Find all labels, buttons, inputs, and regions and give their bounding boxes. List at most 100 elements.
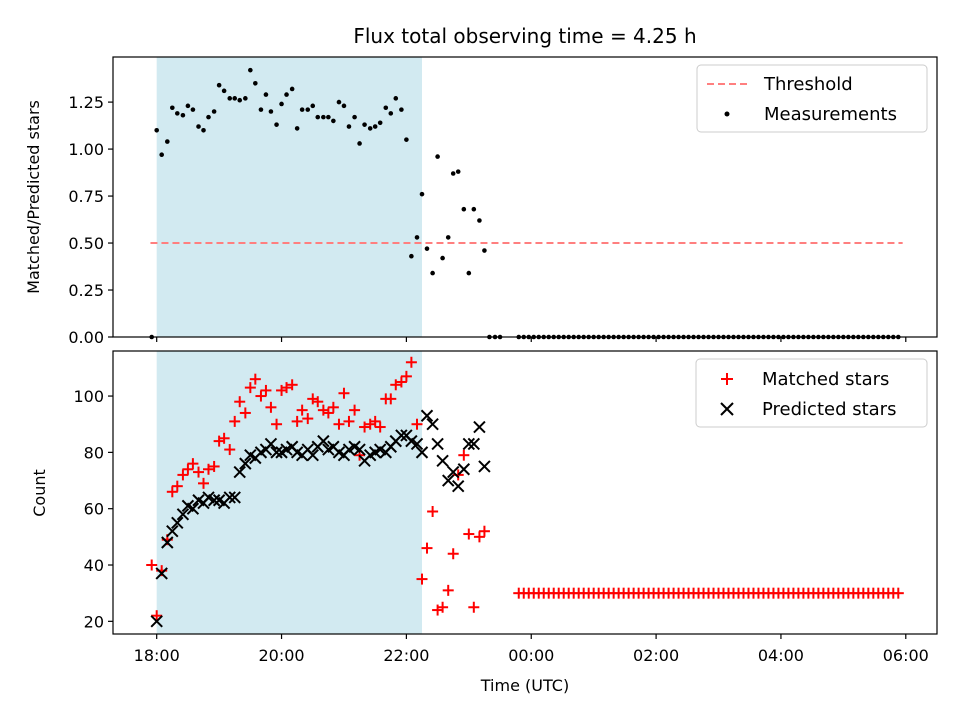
matched-point bbox=[369, 415, 381, 427]
matched-point bbox=[239, 407, 251, 419]
bottom-legend: Matched stars Predicted stars bbox=[695, 358, 928, 428]
measurement-point bbox=[399, 107, 404, 112]
matched-point bbox=[151, 610, 163, 622]
measurement-point bbox=[440, 255, 445, 261]
predicted-point bbox=[426, 418, 439, 431]
measurement-point bbox=[393, 96, 399, 101]
x-tick-label: 20:00 bbox=[258, 646, 304, 665]
measurement-point bbox=[466, 270, 472, 276]
matched-point bbox=[322, 407, 334, 419]
measurement-point bbox=[154, 127, 159, 133]
measurement-point bbox=[221, 88, 227, 94]
measurement-point bbox=[185, 103, 191, 109]
top-legend: Threshold Measurements bbox=[696, 64, 928, 133]
predicted-point bbox=[264, 437, 278, 451]
measurement-point bbox=[206, 114, 211, 120]
matched-point bbox=[260, 384, 272, 396]
y-tick-label: 20 bbox=[84, 612, 104, 631]
matched-point bbox=[203, 463, 215, 475]
predicted-point bbox=[270, 446, 283, 459]
top-plot: 0.00 0.25 0.50 0.75 1.00 1.25 Matched/Predict… bbox=[24, 56, 938, 347]
measurement-point bbox=[196, 124, 201, 129]
measurement-point bbox=[216, 82, 222, 88]
measurement-point bbox=[341, 103, 347, 109]
matched-point bbox=[296, 404, 308, 416]
top-highlight-span bbox=[156, 57, 423, 337]
matched-point bbox=[333, 418, 345, 430]
bottom-x-axis: 18:00 20:00 22:00 00:00 02:00 04:00 06:00 bbox=[134, 634, 929, 665]
predicted-point bbox=[353, 443, 366, 456]
measurement-point bbox=[174, 111, 180, 116]
predicted-point bbox=[306, 448, 319, 462]
measurement-point bbox=[367, 126, 373, 131]
measurement-point bbox=[346, 124, 352, 129]
predicted-points bbox=[150, 409, 491, 628]
x-tick-label: 02:00 bbox=[633, 646, 679, 665]
measurement-point bbox=[180, 112, 186, 118]
predicted-point bbox=[317, 434, 330, 448]
measurement-point bbox=[159, 152, 164, 158]
legend-measurements-label: Measurements bbox=[764, 104, 897, 125]
measurement-point bbox=[336, 99, 342, 105]
matched-point bbox=[281, 382, 293, 394]
measurement-point bbox=[383, 105, 389, 111]
predicted-point bbox=[155, 567, 168, 580]
measurement-point bbox=[321, 114, 326, 120]
measurement-point bbox=[362, 122, 367, 127]
measurement-point bbox=[471, 206, 477, 212]
matched-point bbox=[312, 396, 324, 408]
legend-matched-swatch bbox=[721, 373, 733, 385]
predicted-point bbox=[462, 437, 476, 451]
predicted-point bbox=[161, 536, 174, 549]
matched-point bbox=[286, 379, 298, 391]
measurement-point bbox=[315, 114, 321, 120]
matched-point bbox=[892, 587, 904, 599]
matched-point bbox=[437, 601, 449, 613]
bottom-y-axis-label: Count bbox=[30, 469, 49, 517]
matched-point bbox=[291, 415, 303, 427]
predicted-point bbox=[420, 409, 434, 422]
predicted-point bbox=[457, 463, 471, 476]
measurement-point bbox=[253, 81, 258, 86]
matched-point bbox=[224, 444, 236, 456]
predicted-point bbox=[223, 491, 236, 504]
matched-point bbox=[421, 542, 433, 554]
predicted-point bbox=[451, 479, 465, 493]
measurement-point bbox=[232, 96, 238, 101]
predicted-point bbox=[166, 525, 179, 538]
legend-matched-label: Matched stars bbox=[762, 369, 889, 390]
x-tick-label: 06:00 bbox=[883, 646, 929, 665]
measurement-point bbox=[419, 191, 425, 197]
measurement-point bbox=[294, 126, 300, 131]
matched-point bbox=[302, 413, 314, 425]
predicted-point bbox=[233, 465, 246, 479]
matched-point bbox=[208, 460, 220, 472]
matched-point bbox=[478, 525, 490, 537]
x-axis-label: Time (UTC) bbox=[480, 676, 569, 695]
bottom-highlight-span bbox=[156, 351, 423, 634]
measurement-point bbox=[450, 171, 456, 176]
measurement-point bbox=[477, 218, 482, 223]
matched-point bbox=[447, 548, 459, 560]
matched-points bbox=[146, 356, 904, 622]
measurement-point bbox=[404, 137, 409, 142]
y-tick-label: 40 bbox=[84, 556, 104, 575]
measurement-point bbox=[435, 154, 440, 159]
predicted-point bbox=[171, 516, 184, 529]
matched-point bbox=[452, 469, 464, 481]
measurement-point bbox=[409, 253, 414, 259]
measurement-point bbox=[237, 97, 243, 103]
matched-point bbox=[244, 382, 256, 394]
matched-point bbox=[249, 373, 261, 385]
chart-title: Flux total observing time = 4.25 h bbox=[353, 24, 696, 48]
matched-point bbox=[218, 432, 230, 444]
y-tick-label: 0.75 bbox=[68, 187, 104, 206]
predicted-point bbox=[467, 437, 481, 451]
predicted-point bbox=[442, 474, 455, 487]
y-tick-label: 0.50 bbox=[68, 234, 104, 253]
matched-point bbox=[395, 376, 407, 388]
measurement-point bbox=[258, 107, 264, 112]
matched-point bbox=[166, 486, 178, 498]
measurement-point bbox=[170, 105, 175, 111]
measurement-point bbox=[263, 92, 269, 97]
